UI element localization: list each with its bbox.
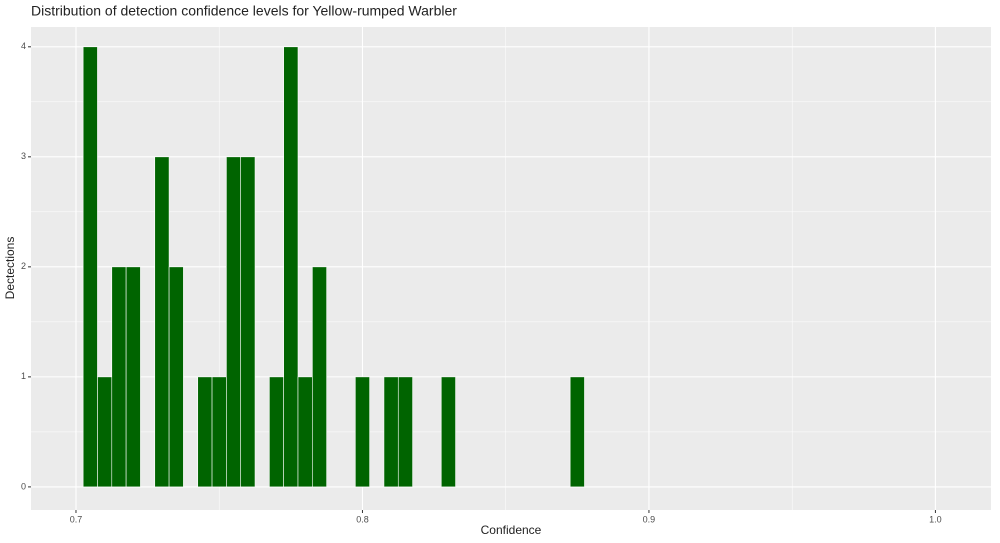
bar [197,376,213,488]
bar [168,266,184,488]
x-axis-label: Confidence [481,523,542,537]
bar [312,266,327,488]
y-tick-label: 4 [21,41,26,51]
bar [440,376,456,488]
y-axis-label: Dectections [3,237,17,300]
x-tick-label: 0.8 [356,514,369,524]
x-tick-label: 0.7 [70,514,83,524]
y-tick-label: 2 [21,261,26,271]
x-tick-label: 1.0 [929,514,942,524]
bar [211,376,227,488]
bar [226,156,242,488]
bar [269,376,284,488]
bar [111,266,127,488]
y-tick-label: 1 [21,371,26,381]
bar [283,46,299,488]
bar [354,376,370,488]
bar [82,46,98,488]
bar [125,266,141,488]
bar [569,376,585,488]
chart-title: Distribution of detection confidence lev… [31,3,457,19]
bar [97,376,113,488]
bar [240,156,256,488]
bar [397,376,413,488]
bar [154,156,170,488]
bar [297,376,313,488]
y-tick-label: 0 [21,481,26,491]
bar [383,376,399,488]
x-tick-label: 0.9 [643,514,656,524]
panel [31,27,991,510]
y-tick-label: 3 [21,151,26,161]
